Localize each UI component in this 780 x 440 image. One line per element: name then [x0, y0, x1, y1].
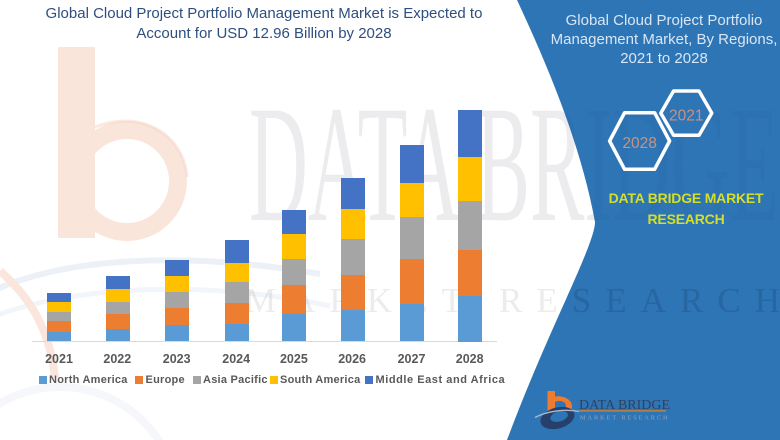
- svg-text:MARKET RESEARCH: MARKET RESEARCH: [580, 415, 669, 422]
- svg-text:DATA BRIDGE: DATA BRIDGE: [579, 398, 670, 413]
- svg-text:2021: 2021: [669, 107, 703, 124]
- svg-text:2028: 2028: [622, 135, 656, 152]
